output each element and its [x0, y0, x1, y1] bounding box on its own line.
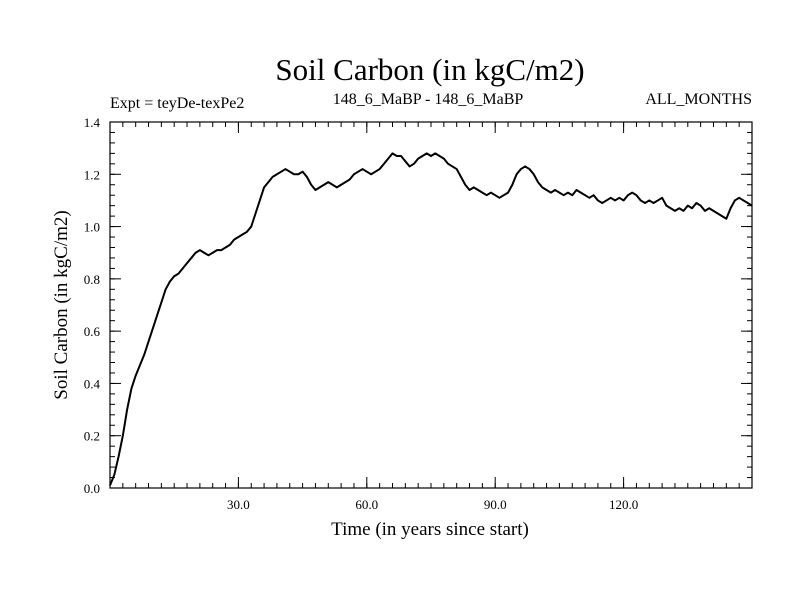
y-tick-label: 0.8: [84, 272, 100, 287]
x-tick-label: 60.0: [355, 497, 378, 512]
chart-subtitle-center: 148_6_MaBP - 148_6_MaBP: [333, 91, 524, 108]
x-tick-label: 90.0: [484, 497, 507, 512]
y-tick-label: 0.6: [84, 324, 101, 339]
axis-tick-labels: 30.0 60.0 90.0 120.0 0.0 0.2 0.4 0.6 0.8 1.0 1.2 1.…: [84, 115, 638, 512]
y-tick-label: 1.4: [84, 115, 101, 130]
x-axis-label: Time (in years since start): [331, 519, 529, 540]
chart-title: Soil Carbon (in kgC/m2): [275, 52, 584, 87]
y-tick-label: 0.2: [84, 429, 100, 444]
x-tick-label: 120.0: [609, 497, 638, 512]
axis-ticks: [110, 121, 752, 489]
y-tick-label: 1.0: [84, 220, 100, 235]
y-tick-label: 0.4: [84, 376, 101, 391]
y-tick-label: 0.0: [84, 481, 100, 496]
series-line: [109, 152, 753, 486]
chart-subtitle-right: ALL_MONTHS: [645, 91, 752, 108]
plot-frame: [109, 121, 753, 489]
chart-subtitle-left: Expt = teyDe-texPe2: [110, 95, 244, 112]
y-tick-label: 1.2: [84, 167, 100, 182]
x-tick-label: 30.0: [227, 497, 250, 512]
y-axis-label: Soil Carbon (in kgC/m2): [51, 210, 72, 399]
